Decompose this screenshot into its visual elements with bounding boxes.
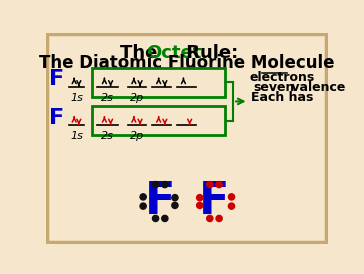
Text: F: F: [199, 180, 230, 223]
Circle shape: [153, 181, 159, 188]
Circle shape: [162, 181, 168, 188]
Text: valence: valence: [287, 81, 346, 94]
Circle shape: [216, 181, 222, 188]
Text: 1s: 1s: [70, 132, 83, 141]
Circle shape: [197, 195, 203, 201]
Circle shape: [153, 215, 159, 222]
Text: 2p: 2p: [130, 93, 144, 103]
Text: The Diatomic Fluorine Molecule: The Diatomic Fluorine Molecule: [39, 55, 334, 72]
Circle shape: [207, 215, 213, 222]
Text: The: The: [120, 44, 163, 62]
Circle shape: [207, 181, 213, 188]
Text: electrons: electrons: [249, 71, 314, 84]
Text: 2s: 2s: [101, 132, 114, 141]
Bar: [92, 67, 225, 97]
Text: F: F: [49, 108, 64, 128]
Circle shape: [140, 194, 146, 200]
Text: seven: seven: [253, 81, 295, 94]
Text: Rule:: Rule:: [180, 44, 238, 62]
Circle shape: [172, 202, 178, 209]
Circle shape: [228, 203, 235, 209]
Circle shape: [172, 195, 178, 201]
Circle shape: [197, 202, 203, 209]
Circle shape: [162, 215, 168, 222]
Text: Octet: Octet: [146, 44, 202, 62]
Circle shape: [216, 215, 222, 222]
Circle shape: [140, 203, 146, 209]
Text: 2p: 2p: [130, 132, 144, 141]
Text: F: F: [49, 69, 64, 89]
Text: F: F: [145, 180, 175, 223]
Text: 2s: 2s: [101, 93, 114, 103]
Text: Each has: Each has: [251, 91, 313, 104]
Bar: [92, 106, 225, 135]
Text: 1s: 1s: [70, 93, 83, 103]
Circle shape: [228, 194, 235, 200]
